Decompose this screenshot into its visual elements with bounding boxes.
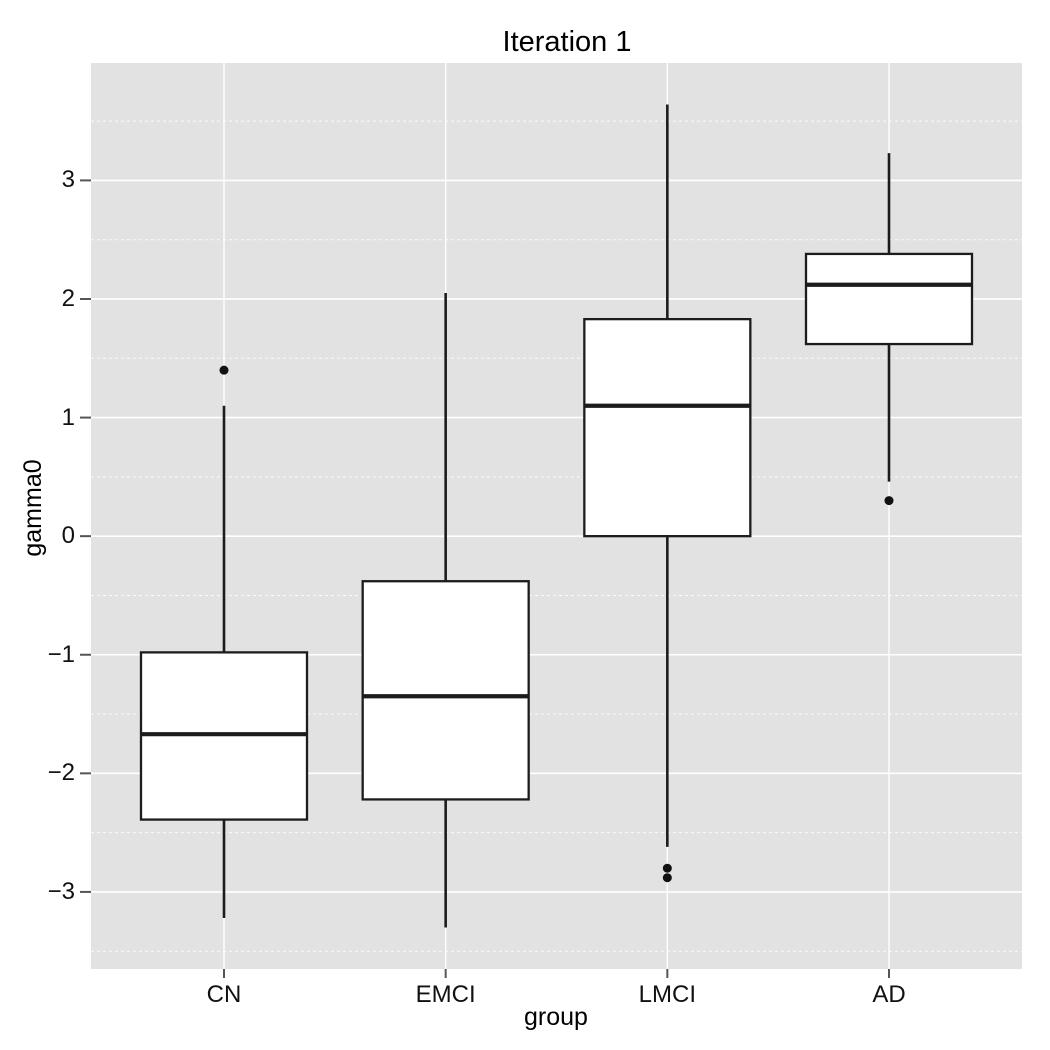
y-tick-label: 0 [61,522,75,550]
x-tick-label: LMCI [638,981,696,1008]
box-group-ad [804,153,974,506]
box-group-cn [139,365,309,919]
y-tick-label: 1 [61,403,75,431]
box-group-lmci [583,104,752,883]
outlier-point [884,496,894,506]
x-tick-label: EMCI [415,981,476,1008]
y-tick-label: 3 [61,166,75,194]
outlier-point [662,873,672,883]
outlier-point [662,863,672,873]
box-group-emci [361,293,530,928]
chart-title: Iteration 1 [502,26,632,58]
x-tick-label: CN [206,981,242,1008]
x-tick-label: AD [872,981,906,1008]
y-tick-label: −2 [47,759,75,787]
x-axis-title: group [524,1003,588,1031]
y-tick-label: −1 [47,640,75,668]
iqr-box [361,580,530,801]
iqr-box [804,252,974,346]
iqr-box [583,317,752,538]
y-tick-label: 2 [61,284,75,312]
y-tick-label: −3 [47,877,75,905]
outlier-point [219,365,229,375]
